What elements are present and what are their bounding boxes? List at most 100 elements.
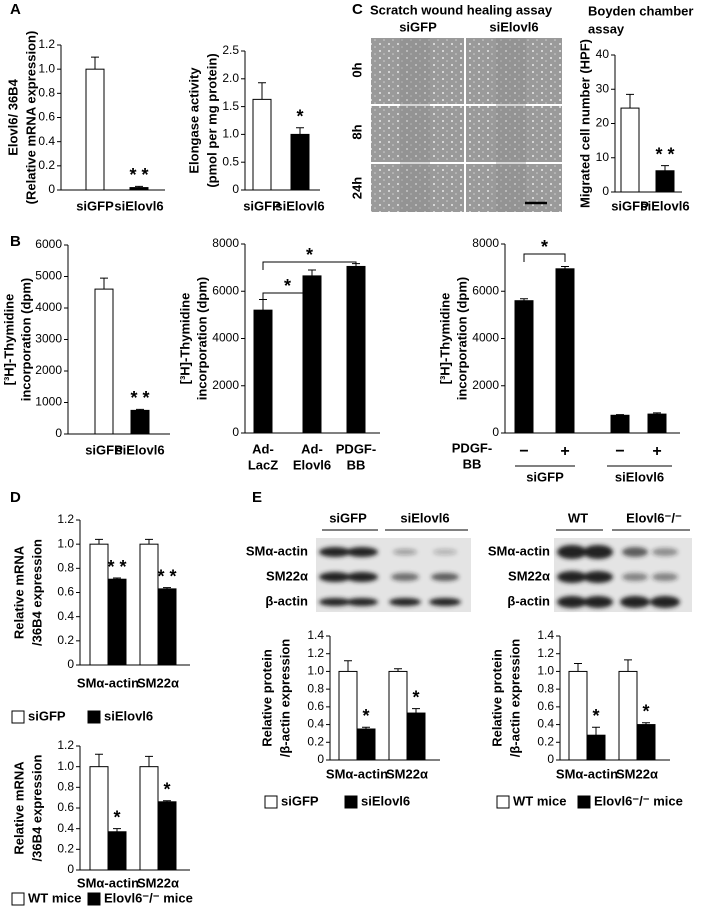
y-axis-label: (pmol per mg protein) (204, 53, 219, 187)
row-label: SMα-actin (488, 543, 550, 558)
error-bar (362, 726, 370, 729)
y-tick-label: 0.6 (38, 110, 55, 124)
bar (636, 724, 656, 761)
bar (139, 766, 159, 871)
y-tick-label: 10 (596, 150, 610, 164)
y-tick-label: 1.2 (57, 512, 74, 526)
y-axis-label: Relative mRNA (11, 545, 26, 639)
bar (356, 728, 376, 761)
x-tick-label: SM22α (616, 766, 658, 781)
x-tick-label: SM22α (137, 875, 179, 890)
y-axis-label: [³H]-Thymidine (177, 293, 192, 385)
error-bar (136, 408, 144, 411)
y-tick-label: 8000 (212, 236, 239, 250)
y-tick-label: 0 (55, 426, 62, 440)
error-bar (308, 269, 316, 276)
legend-label: Elovl6⁻/⁻ mice (594, 793, 683, 808)
y-tick-label: 4000 (35, 300, 62, 314)
row-label: β-actin (265, 593, 308, 608)
y-tick-label: 0 (232, 425, 239, 439)
error-bar (394, 668, 402, 672)
chart-title: Boyden chamber (588, 3, 693, 18)
y-tick-label: 0 (602, 184, 609, 198)
y-axis-label: (Relative mRNA expression) (23, 31, 38, 205)
error-bar (344, 660, 352, 672)
bar (514, 300, 534, 434)
error-bar (259, 299, 267, 311)
error-bar (624, 659, 632, 672)
legend-label: siElovl6 (361, 793, 410, 808)
x-tick-label: siElovl6 (640, 198, 689, 213)
y-tick-label: 20 (596, 116, 610, 130)
error-bar (592, 726, 600, 736)
y-tick-label: 40 (596, 47, 610, 61)
panel-label: A (10, 1, 21, 18)
y-axis-label: incorporation (dpm) (194, 277, 209, 401)
y-tick-label: 0.2 (307, 734, 324, 748)
bar (157, 588, 177, 666)
significance-label: * * (655, 144, 674, 164)
y-tick-label: 0.4 (537, 717, 554, 731)
y-tick-label: 1.0 (307, 664, 324, 678)
significance-label: * * (130, 388, 149, 408)
category-title: BB (463, 456, 482, 471)
y-tick-label: 2000 (35, 363, 62, 377)
bar (89, 543, 109, 666)
x-tick-label: Elovl6 (293, 457, 331, 472)
y-tick-label: 5000 (35, 269, 62, 283)
panel-label: D (10, 489, 21, 506)
legend-swatch (11, 892, 25, 906)
y-tick-label: 0.8 (307, 681, 324, 695)
significance-label: * (113, 807, 120, 827)
significance-label: * (296, 106, 303, 126)
legend-label: siGFP (281, 793, 319, 808)
panel-label: B (10, 233, 21, 250)
legend-label: WT mice (513, 793, 566, 808)
y-tick-label: 0.4 (38, 134, 55, 148)
significance-label: * * (129, 165, 148, 185)
row-label: 24h (349, 177, 364, 199)
bar (94, 288, 114, 435)
y-axis-label: /β-actin expression (277, 639, 292, 758)
error-bar (163, 800, 171, 802)
column-label: siElovl6 (489, 19, 538, 34)
y-axis-label: Elovl6/ 36B4 (5, 78, 20, 155)
y-tick-label: 2.5 (222, 43, 239, 57)
y-tick-label: 6000 (35, 237, 62, 251)
error-bar (296, 127, 304, 135)
error-bar (95, 538, 103, 545)
error-bar (258, 82, 266, 100)
y-tick-label: 1.0 (57, 536, 74, 550)
panel-label: C (352, 1, 363, 18)
y-tick-label: 30 (596, 81, 610, 95)
y-tick-label: 2000 (472, 378, 499, 392)
y-tick-label: 0 (48, 182, 55, 196)
assay-title: Scratch wound healing assay (370, 2, 553, 17)
bar (290, 133, 310, 191)
y-tick-label: 0.5 (222, 154, 239, 168)
y-tick-label: 0.2 (57, 842, 74, 856)
y-tick-label: 0 (547, 752, 554, 766)
legend-swatch (577, 795, 591, 809)
bar (620, 107, 640, 193)
column-label: Elovl6⁻/⁻ (626, 510, 682, 525)
y-tick-label: 0.6 (57, 585, 74, 599)
y-tick-label: 4000 (212, 331, 239, 345)
error-bar (163, 587, 171, 589)
y-axis-label: Relative protein (259, 649, 274, 747)
chart-title: assay (588, 21, 625, 36)
error-bar (616, 414, 624, 416)
micrograph (466, 106, 562, 162)
error-bar (91, 56, 99, 70)
row-label: SM22α (508, 568, 550, 583)
legend-label: siElovl6 (104, 708, 153, 723)
bar (130, 409, 150, 435)
y-tick-label: 0 (232, 182, 239, 196)
column-label: siGFP (329, 510, 367, 525)
y-tick-label: 0 (67, 657, 74, 671)
y-axis-label: Elongase activity (186, 67, 201, 174)
x-tick-label: − (519, 443, 528, 460)
y-tick-label: 0.8 (537, 681, 554, 695)
micrograph (371, 38, 464, 104)
row-label: 0h (349, 62, 364, 77)
